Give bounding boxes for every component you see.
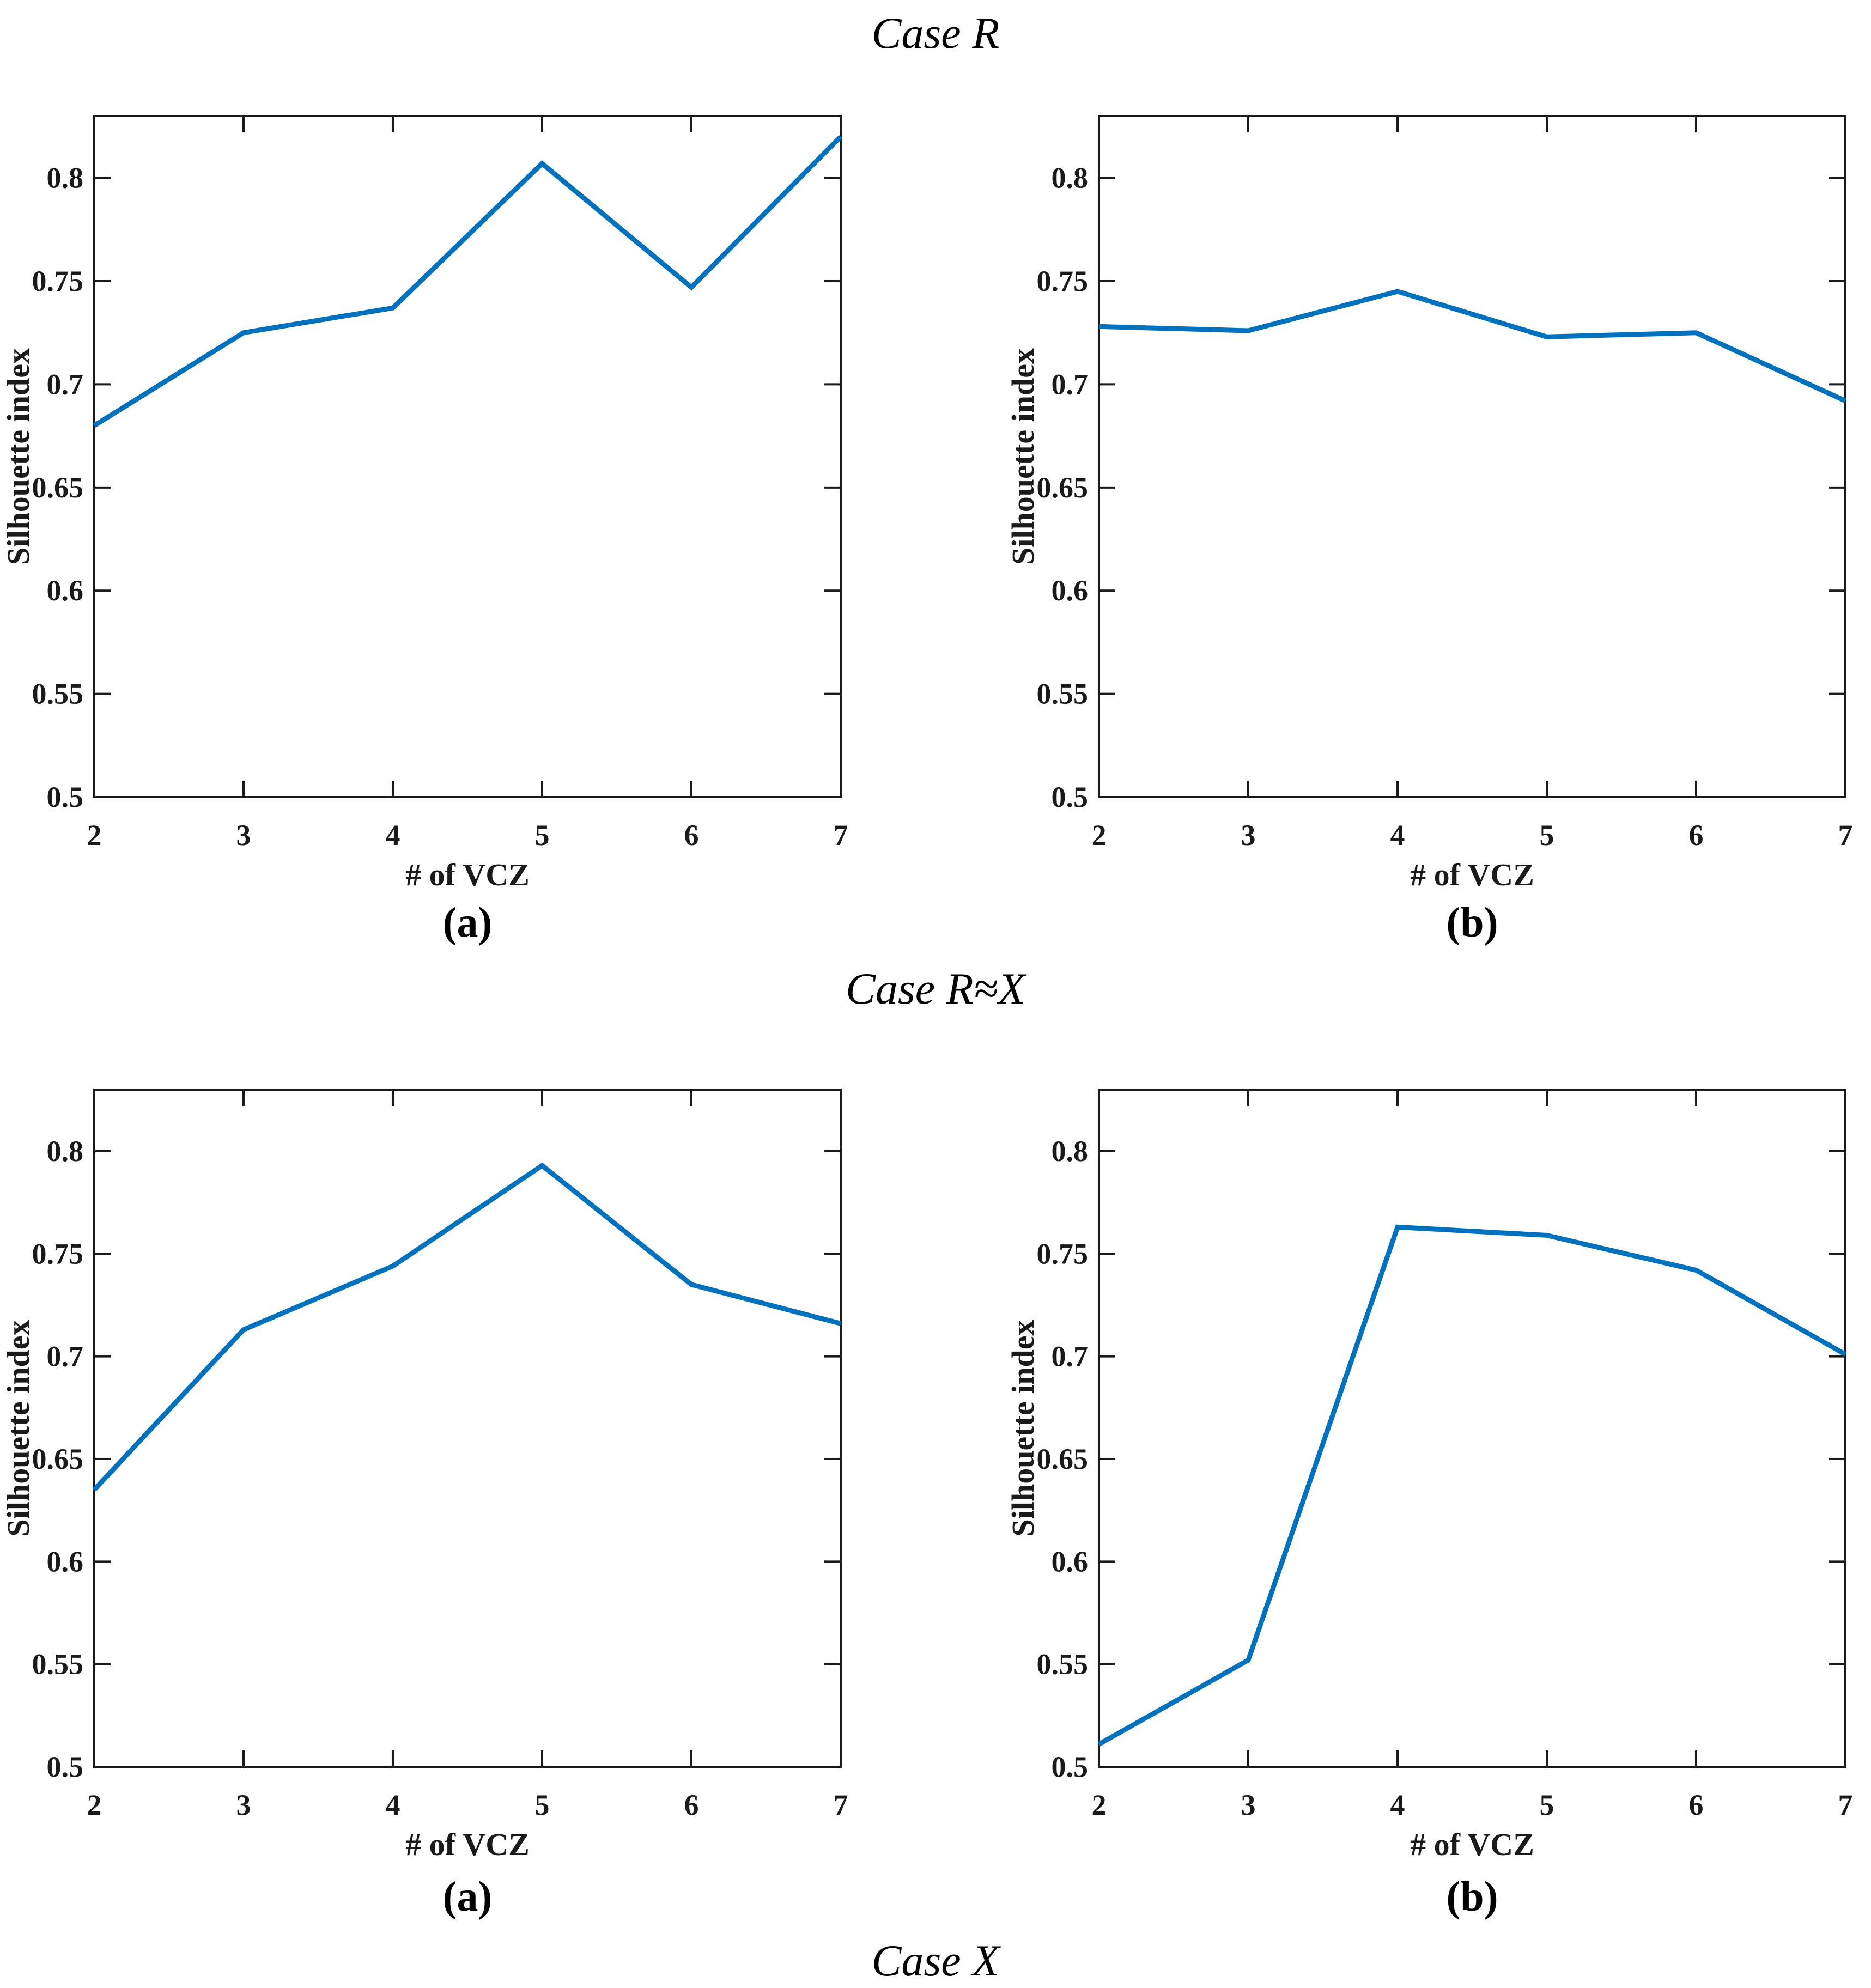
x-axis-label: # of VCZ [405, 1827, 530, 1862]
y-axis-label: Silhouette index [1, 1320, 36, 1537]
x-tick-label: 5 [1540, 819, 1554, 852]
x-tick-label: 4 [386, 1789, 400, 1821]
y-tick-label: 0.5 [1052, 1750, 1089, 1783]
series-line [1098, 289, 1846, 403]
y-tick-label: 0.5 [47, 781, 84, 813]
x-tick-label: 5 [1540, 1789, 1554, 1821]
x-tick-label: 2 [87, 1789, 102, 1821]
x-tick-label: 3 [1241, 1789, 1256, 1821]
y-tick-label: 0.7 [47, 368, 84, 400]
y-tick-label: 0.5 [47, 1750, 84, 1783]
x-axis-label: # of VCZ [1410, 857, 1534, 892]
x-tick-label: 2 [1092, 819, 1107, 852]
y-tick-label: 0.55 [1037, 1648, 1089, 1681]
chart-case-rx-b: 2 3 4 5 6 7 0.5 0.55 0.6 0.65 0.7 0.75 0.8 # of VCZ Si… [1005, 1089, 1853, 1862]
series-line [93, 135, 843, 428]
plot-box [1098, 1089, 1846, 1768]
y-tick-label: 0.7 [1052, 1340, 1089, 1373]
y-tick-label: 0.65 [1037, 1443, 1089, 1475]
y-tick-label: 0.7 [1052, 368, 1089, 400]
chart-case-r-a: 2 3 4 5 6 7 0.5 0.55 0.6 0.65 0.7 0.75 0.8 # of VCZ Si… [1, 115, 848, 892]
series-line [92, 1162, 842, 1492]
case-r-title: Case R [871, 8, 1000, 58]
case-x-title: Case X [871, 1936, 1000, 1985]
y-tick-label: 0.7 [47, 1340, 84, 1373]
y-tick-label: 0.55 [32, 1648, 84, 1681]
y-tick-label: 0.65 [32, 471, 84, 504]
x-tick-label: 7 [1838, 819, 1853, 852]
chart-case-rx-a: 2 3 4 5 6 7 0.5 0.55 0.6 0.65 0.7 0.75 0.8 # of VCZ Si… [1, 1089, 848, 1862]
y-tick-label: 0.65 [1037, 471, 1089, 504]
chart-case-r-b: 2 3 4 5 6 7 0.5 0.55 0.6 0.65 0.7 0.75 0.8 # of VCZ Si… [1005, 115, 1853, 892]
y-tick-label: 0.55 [1037, 678, 1089, 710]
y-tick-label: 0.8 [1052, 1135, 1089, 1168]
x-tick-label: 7 [834, 1789, 848, 1821]
x-tick-label: 6 [684, 819, 699, 852]
y-axis-label: Silhouette index [1005, 1320, 1041, 1537]
x-tick-label: 4 [1390, 819, 1405, 852]
y-tick-label: 0.6 [47, 574, 84, 607]
panel-a-caption-row1: (a) [442, 898, 493, 946]
x-tick-label: 4 [1390, 1789, 1405, 1821]
plot-box [93, 115, 842, 798]
y-tick-label: 0.6 [1052, 1545, 1089, 1578]
x-tick-label: 7 [1838, 1789, 1853, 1821]
y-tick-label: 0.75 [32, 265, 84, 297]
y-tick-label: 0.75 [32, 1237, 84, 1270]
y-tick-label: 0.75 [1037, 265, 1089, 297]
case-rx-title: Case R≈X [846, 964, 1025, 1013]
y-tick-label: 0.6 [47, 1545, 84, 1578]
y-axis-label: Silhouette index [1005, 348, 1041, 565]
y-tick-label: 0.5 [1052, 781, 1089, 813]
y-tick-label: 0.6 [1052, 574, 1089, 607]
x-tick-label: 2 [1092, 1789, 1107, 1821]
x-tick-label: 5 [535, 819, 550, 852]
x-tick-label: 7 [834, 819, 848, 852]
x-tick-label: 6 [1689, 1789, 1704, 1821]
y-tick-label: 0.8 [47, 162, 84, 194]
y-tick-label: 0.8 [1052, 162, 1089, 194]
panel-b-caption-row2: (b) [1446, 1873, 1498, 1920]
x-tick-label: 2 [87, 819, 102, 852]
x-tick-label: 3 [236, 819, 251, 852]
panel-b-caption-row1: (b) [1446, 898, 1498, 946]
y-tick-label: 0.65 [32, 1443, 84, 1475]
x-tick-label: 6 [1689, 819, 1704, 852]
x-tick-label: 3 [236, 1789, 251, 1821]
x-axis-label: # of VCZ [1410, 1827, 1534, 1862]
y-tick-label: 0.55 [32, 678, 84, 710]
x-tick-label: 3 [1241, 819, 1256, 852]
plot-box [93, 1089, 842, 1768]
plot-box [1098, 115, 1846, 798]
y-tick-label: 0.8 [47, 1135, 84, 1168]
x-tick-label: 5 [535, 1789, 550, 1821]
series-line [1097, 1224, 1847, 1747]
y-tick-label: 0.75 [1037, 1237, 1089, 1270]
x-axis-label: # of VCZ [405, 857, 530, 892]
panel-a-caption-row2: (a) [442, 1873, 493, 1920]
x-tick-label: 6 [684, 1789, 699, 1821]
y-axis-label: Silhouette index [1, 348, 36, 565]
x-tick-label: 4 [386, 819, 400, 852]
